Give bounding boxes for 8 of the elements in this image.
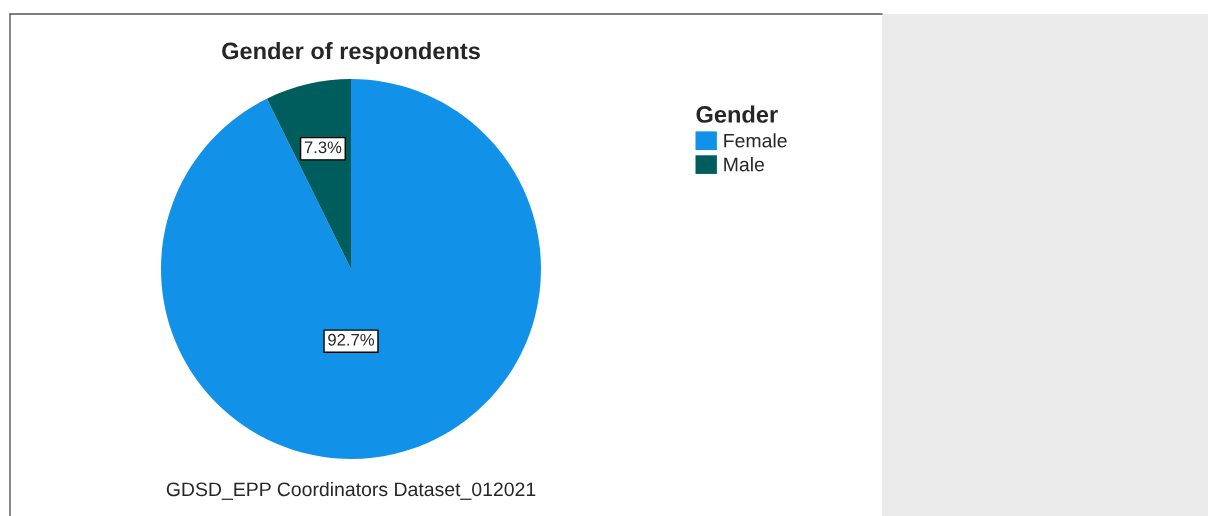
text: GDSD_EPP Coordinators Dataset_012021 bbox=[166, 481, 536, 500]
legend-title: Gender bbox=[696, 105, 778, 123]
pie-slice bbox=[161, 79, 541, 459]
legend-label: Male bbox=[724, 157, 764, 172]
data-label: 7.3% bbox=[304, 141, 342, 154]
chart-title: Gender of respondents bbox=[222, 42, 480, 65]
legend-label: Female bbox=[724, 133, 787, 148]
data-label: 92.7% bbox=[328, 333, 375, 346]
